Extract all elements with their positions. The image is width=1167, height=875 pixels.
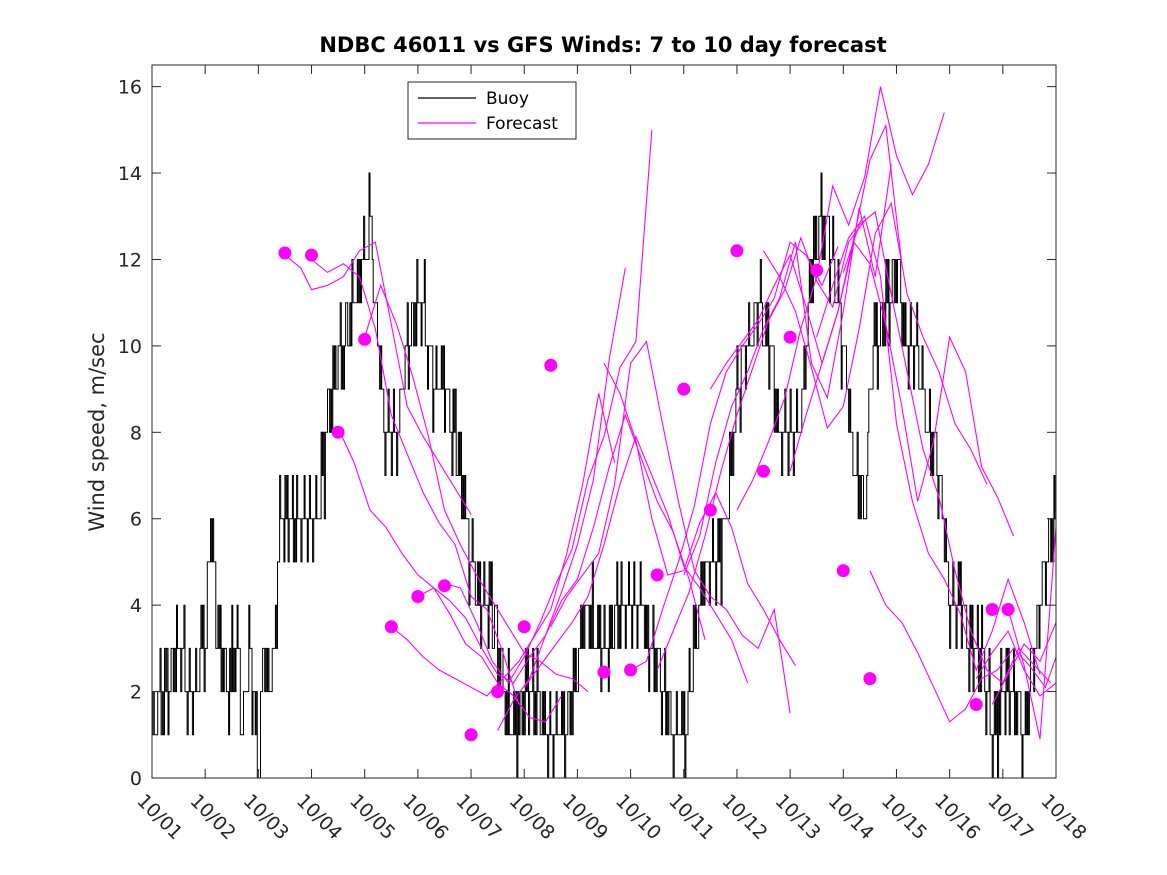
legend-box	[407, 81, 577, 140]
forecast-run-line-15	[709, 123, 903, 390]
y-tick-label: 6	[130, 509, 142, 531]
forecast-run-line-10	[550, 340, 791, 714]
forecast-start-marker	[783, 330, 797, 344]
forecast-start-marker	[464, 728, 478, 742]
forecast-start-marker	[438, 579, 451, 593]
forecast-start-marker	[624, 663, 638, 677]
forecast-run-line-2	[311, 259, 520, 705]
forecast-start-marker	[985, 603, 999, 616]
forecast-start-marker	[597, 665, 611, 679]
chart-title: NDBC 46011 vs GFS Winds: 7 to 10 day for…	[319, 33, 886, 57]
legend: Buoy Forecast	[407, 81, 577, 140]
y-tick-label: 2	[130, 682, 142, 704]
forecast-start-marker	[730, 244, 744, 258]
forecast-start-marker	[863, 672, 877, 686]
forecast-start-marker	[358, 332, 372, 346]
data-layer	[152, 86, 1056, 778]
forecast-run-line-16	[736, 86, 945, 511]
forecast-run-line-20	[842, 210, 1052, 684]
legend-label-forecast: Forecast	[486, 114, 558, 134]
buoy-series-line	[152, 172, 1056, 778]
forecast-start-marker	[836, 564, 850, 578]
forecast-run-line-11	[603, 362, 796, 666]
plot-area	[152, 86, 1056, 778]
forecast-run-line-13	[656, 220, 866, 671]
y-tick-label: 12	[118, 249, 142, 271]
forecast-run-line-9	[523, 435, 749, 688]
y-tick-label: 16	[118, 77, 142, 99]
forecast-run-line-5	[390, 393, 616, 697]
y-tick-label: 8	[130, 422, 142, 444]
forecast-start-marker	[305, 248, 318, 262]
forecast-start-marker	[1001, 603, 1015, 616]
forecast-start-marker	[517, 620, 531, 634]
y-tick-label: 4	[130, 595, 142, 617]
forecast-start-marker	[544, 358, 558, 372]
forecast-start-marker	[411, 590, 425, 603]
forecast-run-line-12	[630, 241, 839, 671]
y-tick-label: 14	[118, 163, 142, 185]
forecast-run-line-6	[417, 268, 626, 684]
forecast-start-marker	[969, 698, 983, 711]
y-tick-label: 0	[130, 768, 142, 790]
forecast-run-line-17	[763, 201, 988, 485]
forecast-run-line-4	[364, 283, 589, 693]
legend-label-buoy: Buoy	[486, 89, 529, 109]
forecast-start-marker	[650, 568, 664, 582]
forecast-run-line-22	[975, 629, 1056, 697]
forecast-run-line-21	[869, 570, 1056, 723]
forecast-start-marker	[491, 685, 505, 699]
forecast-start-marker	[810, 263, 824, 277]
forecast-run-line-7	[444, 129, 653, 684]
forecast-run-line-1	[284, 241, 472, 515]
forecast-start-marker	[677, 382, 691, 396]
axes-box	[151, 64, 1057, 779]
forecast-run-line-19	[816, 214, 1041, 675]
forecast-run-line-23	[991, 622, 1056, 705]
forecast-start-marker	[278, 246, 292, 260]
forecast-run-line-3	[337, 427, 562, 723]
forecast-run-line-8	[497, 413, 706, 731]
y-tick-label: 10	[118, 336, 142, 358]
forecast-start-marker	[384, 620, 398, 634]
y-axis-label: Wind speed, m/sec	[85, 332, 109, 531]
forecast-start-marker	[703, 503, 717, 517]
forecast-run-line-24	[1007, 527, 1056, 740]
forecast-run-line-18	[789, 240, 1015, 537]
forecast-start-marker	[757, 464, 770, 478]
forecast-start-marker	[331, 425, 345, 439]
